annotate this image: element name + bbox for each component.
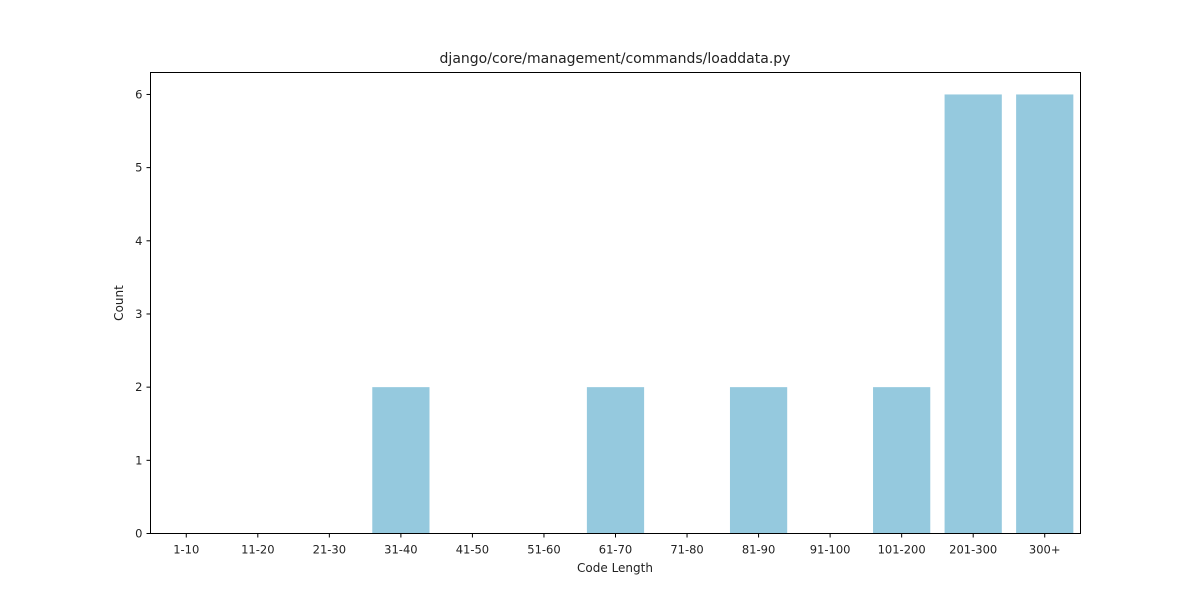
x-tick-label: 71-80 [670, 543, 703, 557]
y-tick-label: 1 [135, 453, 142, 467]
x-tick-label: 21-30 [313, 543, 346, 557]
bar-101-200 [873, 387, 931, 534]
y-axis-label: Count [112, 285, 126, 321]
x-tick-label: 41-50 [456, 543, 489, 557]
x-tick-label: 31-40 [384, 543, 417, 557]
y-tick-label: 3 [135, 307, 142, 321]
y-tick-label: 2 [135, 380, 142, 394]
x-axis-label: Code Length [577, 561, 653, 575]
bar-31-40 [372, 387, 430, 534]
bar-300+ [1016, 94, 1074, 534]
y-tick-label: 5 [135, 161, 142, 175]
bar-81-90 [729, 387, 788, 534]
plot-frame [150, 72, 1081, 534]
x-tick-label: 91-100 [810, 543, 851, 557]
x-tick-label: 101-200 [878, 543, 926, 557]
bar-201-300 [944, 94, 1002, 534]
y-axis: 0 1 2 3 4 5 6 [135, 87, 151, 541]
x-tick-label: 61-70 [599, 543, 632, 557]
x-tick-label: 51-60 [527, 543, 560, 557]
chart-title: django/core/management/commands/loaddata… [440, 51, 791, 67]
x-tick-label: 11-20 [241, 543, 274, 557]
plot-area [372, 94, 1074, 534]
x-axis: 1-10 11-20 21-30 31-40 41-50 51-60 61-70 71-80 8… [173, 533, 1061, 557]
y-tick-label: 0 [135, 527, 142, 541]
y-tick-label: 6 [135, 87, 142, 101]
x-tick-label: 81-90 [742, 543, 775, 557]
x-tick-label: 201-300 [949, 543, 997, 557]
x-tick-label: 300+ [1029, 543, 1061, 557]
x-tick-label: 1-10 [173, 543, 199, 557]
bar-61-70 [586, 387, 645, 534]
y-tick-label: 4 [135, 234, 142, 248]
